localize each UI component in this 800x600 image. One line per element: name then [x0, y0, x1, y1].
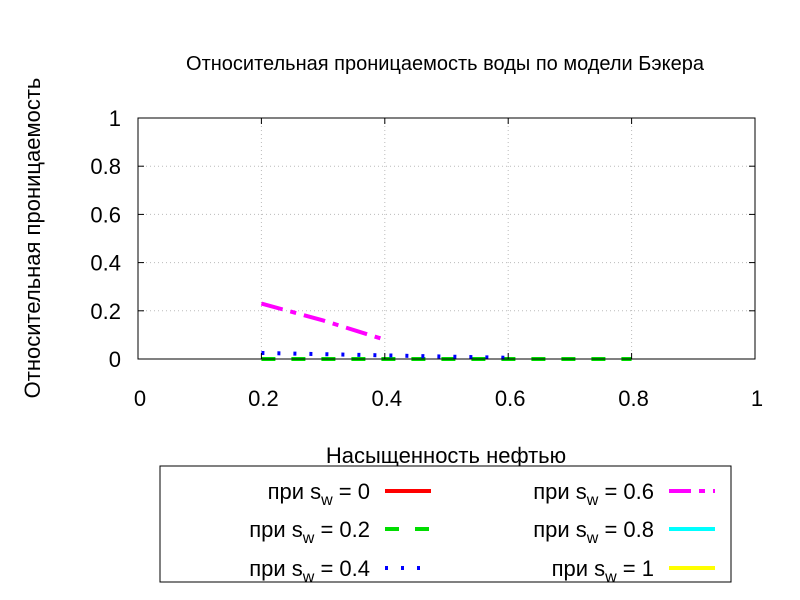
y-axis-label: Относительная проницаемость [20, 78, 45, 399]
legend-label-5: при sw = 1 [552, 556, 654, 586]
legend-label-0: при sw = 0 [268, 479, 370, 509]
legend-label-prefix: при s [268, 479, 322, 504]
grid [138, 118, 755, 359]
legend-label-prefix: при s [533, 479, 587, 504]
x-tick-label: 0.4 [372, 386, 403, 411]
y-tick-label: 0.2 [90, 299, 121, 324]
chart-title: Относительная проницаемость воды по моде… [186, 53, 705, 75]
legend-label-subscript: w [586, 492, 599, 509]
series-line-3 [260, 301, 386, 342]
legend-label-1: при sw = 0.2 [249, 517, 370, 547]
plot-area [137, 117, 756, 360]
legend-label-suffix: = 0.6 [598, 479, 654, 504]
x-tick-label: 0 [134, 386, 146, 411]
x-axis-label: Насыщенность нефтью [326, 443, 566, 468]
legend-label-prefix: при s [552, 556, 606, 581]
legend-label-prefix: при s [533, 517, 587, 542]
x-tick-label: 0.6 [495, 386, 526, 411]
legend-label-prefix: при s [249, 556, 303, 581]
legend [159, 465, 732, 583]
legend-label-subscript: w [320, 492, 333, 509]
legend-label-2: при sw = 0.4 [249, 556, 370, 586]
series-group [260, 301, 632, 361]
legend-label-3: при sw = 0.6 [533, 479, 654, 509]
y-tick-label: 0.8 [90, 154, 121, 179]
y-tick-label: 0 [109, 347, 121, 372]
legend-label-subscript: w [604, 569, 617, 586]
y-tick-label: 1 [109, 106, 121, 131]
x-tick-label: 0.8 [618, 386, 649, 411]
tick-labels: 0 0.2 0.4 0.6 0.8 1 0 0.2 0.4 0.6 0.8 1 [90, 106, 763, 411]
legend-label-suffix: = 0.8 [598, 517, 654, 542]
legend-label-prefix: при s [249, 517, 303, 542]
legend-label-subscript: w [302, 530, 315, 547]
legend-label-suffix: = 0 [333, 479, 370, 504]
legend-label-suffix: = 0.2 [314, 517, 370, 542]
legend-label-subscript: w [302, 569, 315, 586]
y-tick-label: 0.4 [90, 251, 121, 276]
legend-label-suffix: = 1 [617, 556, 654, 581]
x-tick-label: 1 [751, 386, 763, 411]
legend-label-subscript: w [586, 530, 599, 547]
x-tick-label: 0.2 [248, 386, 279, 411]
legend-label-4: при sw = 0.8 [533, 517, 654, 547]
legend-label-suffix: = 0.4 [314, 556, 370, 581]
y-tick-label: 0.6 [90, 202, 121, 227]
